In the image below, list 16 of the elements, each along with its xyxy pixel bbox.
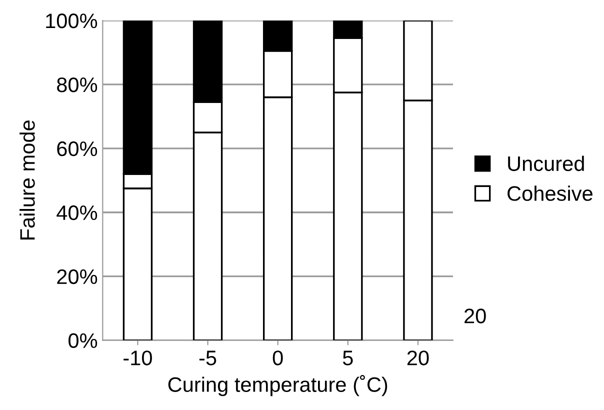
y-tick-label: 80% — [57, 77, 98, 92]
x-tick-label: 0 — [272, 350, 283, 366]
y-axis-title: Failure mode — [20, 120, 35, 240]
x-axis-title: Curing temperature (˚C) — [168, 375, 388, 396]
text: 20 — [464, 308, 486, 324]
y-tick-label: 60% — [57, 141, 98, 156]
y-tick-label: 20% — [57, 269, 98, 284]
legend-label: Cohesive — [508, 186, 592, 201]
y-tick-label: 100% — [46, 14, 98, 28]
x-tick-label: 20 — [407, 350, 429, 366]
x-tick-label: -10 — [124, 350, 152, 366]
x-tick-label: -5 — [199, 350, 216, 366]
legend-label: Uncured — [508, 156, 584, 172]
y-tick-label: 40% — [56, 205, 98, 220]
x-tick-label: 5 — [342, 350, 353, 366]
y-tick-label: 0% — [68, 333, 98, 348]
